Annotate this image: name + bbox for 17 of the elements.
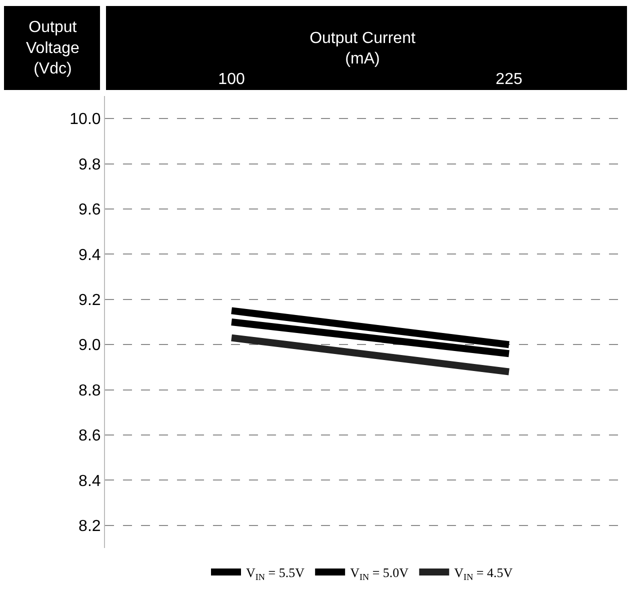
x-tick-label: 225 bbox=[496, 70, 522, 88]
y-tick-label: 8.8 bbox=[78, 382, 101, 400]
y-tick-label: 10.0 bbox=[70, 111, 101, 128]
legend-label: V$_{IN}$ = 4.5V bbox=[454, 565, 514, 582]
y-axis-title: Output Voltage (Vdc) bbox=[26, 19, 80, 78]
y-tick-label: 9.4 bbox=[78, 246, 101, 264]
y-tick-label: 8.6 bbox=[78, 428, 101, 445]
legend-label: V$_{IN}$ = 5.5V bbox=[246, 565, 306, 582]
y-tick-label: 9.6 bbox=[78, 202, 101, 219]
y-tick-label: 9.0 bbox=[78, 337, 101, 354]
y-tick-label: 9.8 bbox=[78, 156, 101, 174]
y-tick-label: 8.2 bbox=[78, 518, 101, 535]
y-tick-label: 9.2 bbox=[78, 292, 101, 309]
y-tick-label: 8.4 bbox=[78, 472, 101, 490]
x-tick-label: 100 bbox=[218, 70, 245, 88]
x-axis-title: Output Current (mA) bbox=[310, 30, 416, 68]
legend-label: V$_{IN}$ = 5.0V bbox=[350, 565, 410, 582]
